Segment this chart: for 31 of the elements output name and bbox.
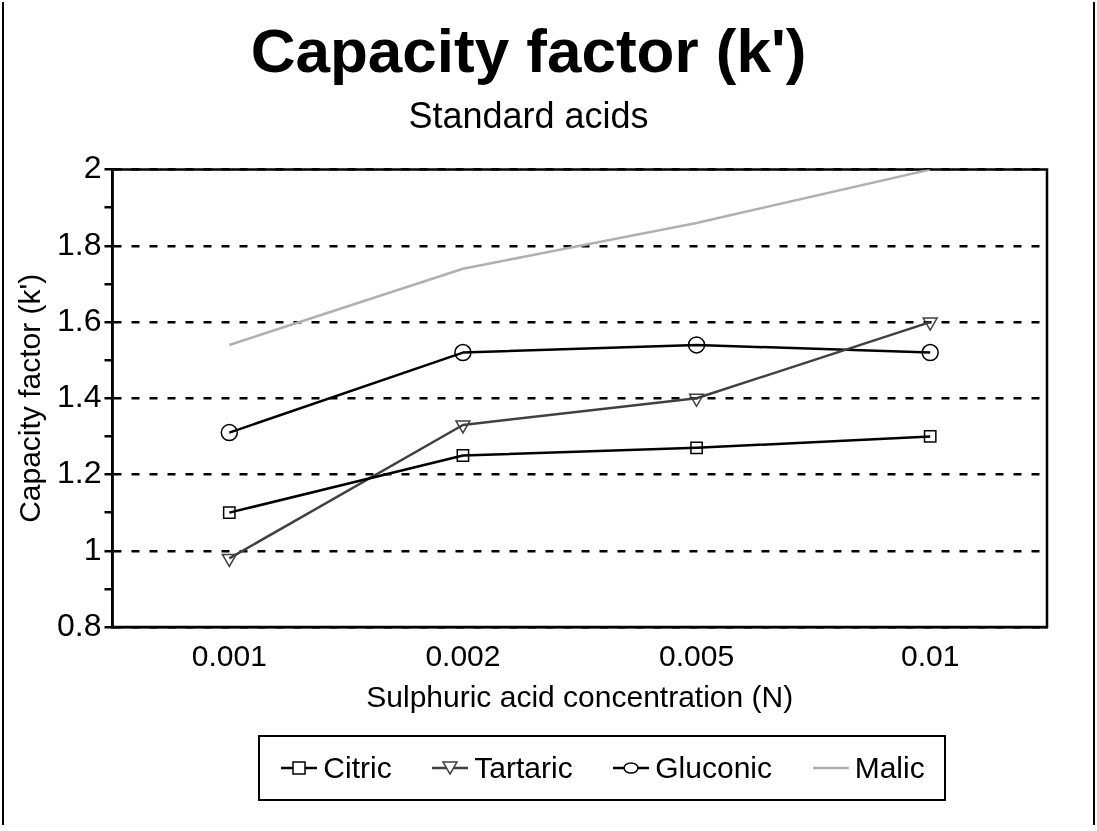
chart-title: Capacity factor (k') xyxy=(250,16,807,86)
chart-subtitle: Standard acids xyxy=(408,94,649,136)
point xyxy=(455,420,471,434)
x-tick-label: 0.01 xyxy=(900,639,960,673)
point xyxy=(454,343,472,362)
x-tick-label: 0.001 xyxy=(191,639,267,673)
point xyxy=(687,336,706,354)
y-tick-label: 1.8 xyxy=(57,225,102,262)
point xyxy=(690,441,703,455)
legend-label: Tartaric xyxy=(474,751,573,785)
y-tick-label: 1 xyxy=(83,530,102,567)
point xyxy=(921,343,939,362)
y-tick-label: 1.2 xyxy=(57,454,102,491)
y-axis-title: Capacity factor (k') xyxy=(13,273,47,523)
y-tick-label: 1.6 xyxy=(57,301,102,338)
point xyxy=(220,423,239,442)
point xyxy=(456,449,470,462)
x-tick-label: 0.002 xyxy=(425,639,501,673)
legend-label: Citric xyxy=(323,751,392,785)
x-tick-label: 0.005 xyxy=(659,639,735,673)
point xyxy=(688,393,705,408)
point xyxy=(922,317,938,331)
legend-label: Malic xyxy=(854,751,925,785)
x-axis-title: Sulphuric acid concentration (N) xyxy=(366,680,794,714)
legend-label: Gluconic xyxy=(655,751,772,785)
point xyxy=(923,430,937,443)
y-tick-label: 0.8 xyxy=(57,606,102,643)
y-tick-label: 1.4 xyxy=(57,378,102,415)
point xyxy=(222,506,236,520)
y-tick-label: 2 xyxy=(83,149,102,186)
point xyxy=(221,553,237,568)
